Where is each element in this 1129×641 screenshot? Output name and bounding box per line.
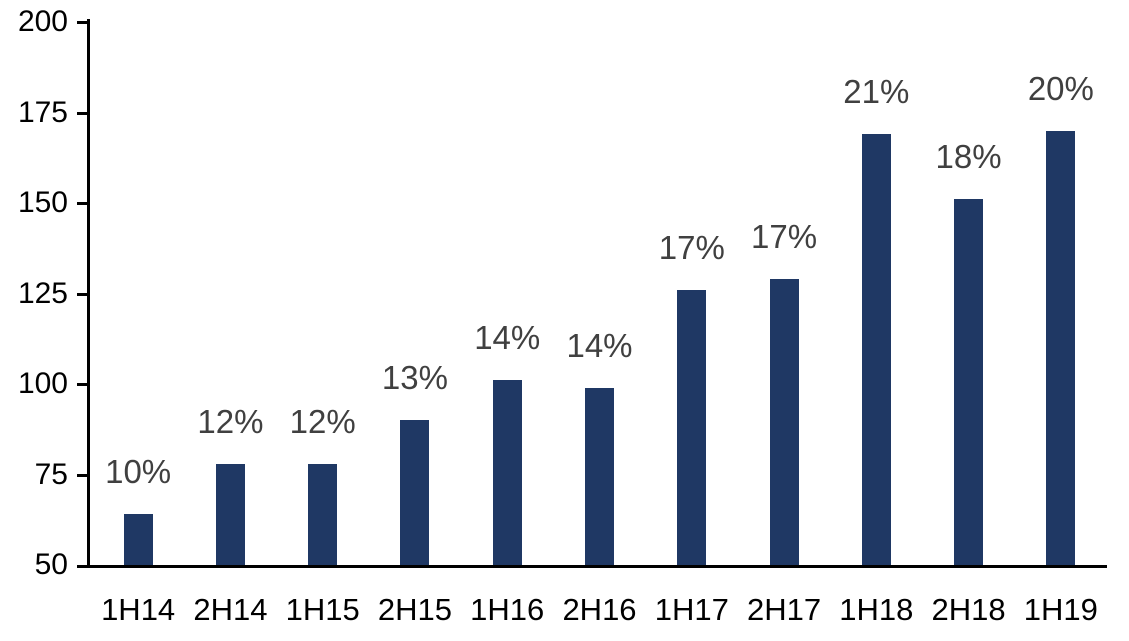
y-axis-tick-label: 125 xyxy=(17,276,68,310)
bar xyxy=(677,289,707,565)
bar-value-label: 13% xyxy=(381,359,448,397)
bar-value-label: 21% xyxy=(843,73,910,111)
y-axis-tick-mark xyxy=(77,202,90,205)
y-axis-tick-mark xyxy=(77,473,90,477)
y-axis-tick-label: 150 xyxy=(17,186,68,219)
x-axis-line xyxy=(77,565,1107,568)
bar xyxy=(400,420,430,565)
bar-value-label: 18% xyxy=(935,138,1002,176)
x-axis-tick-label: 1H18 xyxy=(839,592,914,627)
y-axis-tick-label: 200 xyxy=(17,5,68,38)
x-axis-tick-label: 2H16 xyxy=(562,592,637,627)
bar-value-label: 10% xyxy=(105,453,172,491)
x-axis-tick-label: 1H16 xyxy=(470,592,545,627)
y-axis-tick-mark xyxy=(77,111,90,115)
x-axis-tick-label: 2H14 xyxy=(193,592,268,627)
bar xyxy=(123,514,153,565)
y-axis-tick-mark xyxy=(77,292,90,296)
x-axis-tick-label: 1H19 xyxy=(1023,592,1098,627)
y-axis-tick-mark xyxy=(77,21,90,24)
bar xyxy=(861,134,891,565)
bar-value-label: 14% xyxy=(566,326,633,364)
x-axis-tick-label: 2H17 xyxy=(746,592,822,627)
x-axis-tick-label: 1H15 xyxy=(285,592,360,627)
y-axis-tick-mark xyxy=(77,383,90,386)
x-axis-tick-label: 2H18 xyxy=(931,592,1006,627)
y-axis-tick-label: 75 xyxy=(34,457,68,491)
bar xyxy=(308,463,338,565)
x-axis-tick-label: 2H15 xyxy=(377,592,452,627)
bar-value-label: 17% xyxy=(751,218,818,256)
bar-value-label: 12% xyxy=(197,402,264,440)
bar xyxy=(585,387,614,565)
x-axis-tick-label: 1H14 xyxy=(101,592,176,627)
y-axis-tick-label: 175 xyxy=(17,95,68,129)
bar-value-label: 14% xyxy=(474,319,541,357)
bar-value-label: 20% xyxy=(1027,69,1094,107)
bar-value-label: 17% xyxy=(658,228,725,266)
bar xyxy=(492,380,522,565)
bar xyxy=(769,279,799,565)
bar xyxy=(1046,130,1076,565)
y-axis-tick-label: 100 xyxy=(17,367,68,400)
bar xyxy=(215,463,245,565)
x-axis-tick-label: 1H17 xyxy=(654,592,729,627)
bar-value-label: 12% xyxy=(289,402,356,440)
y-axis-tick-label: 50 xyxy=(34,548,68,581)
bar xyxy=(954,199,984,565)
